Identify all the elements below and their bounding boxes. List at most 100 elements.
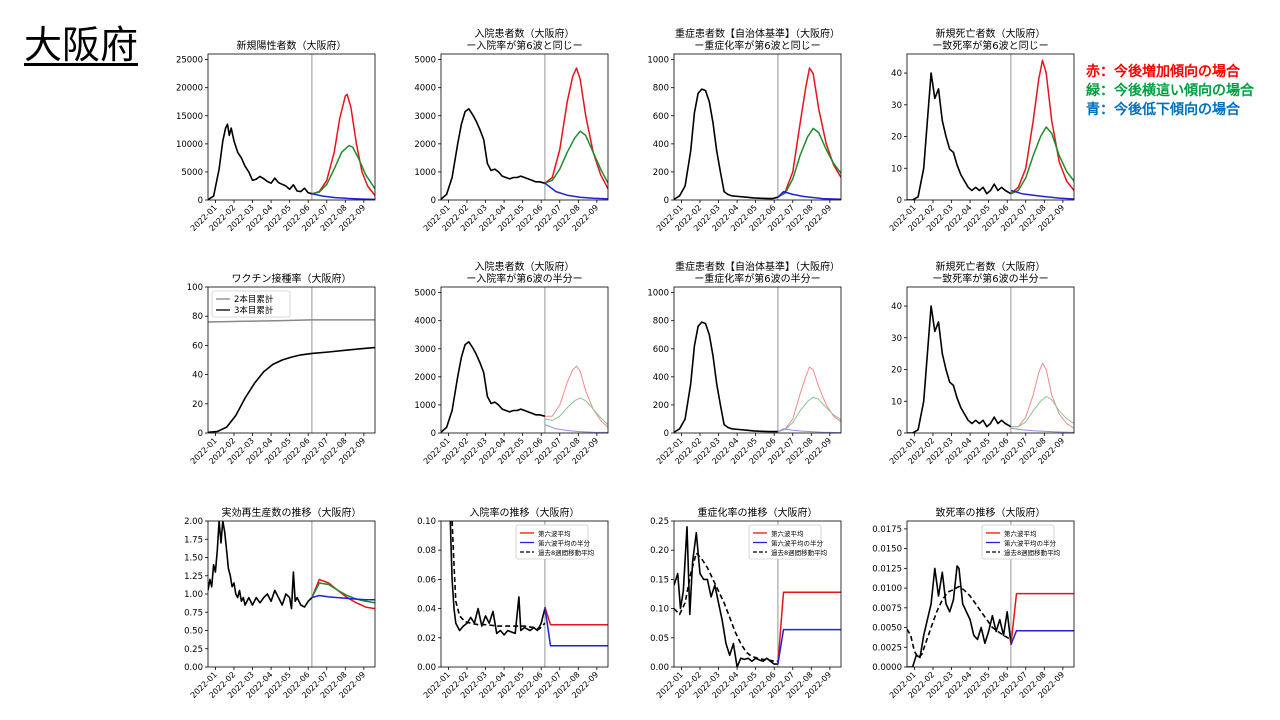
y-tick-label: 20 (192, 400, 203, 410)
series-line-green (311, 144, 375, 195)
chart-title: 入院患者数（大阪府） (475, 260, 575, 273)
series-line-red (311, 93, 375, 196)
y-tick-label: 5000 (414, 289, 436, 299)
y-tick-label: 0.02 (417, 634, 436, 644)
page-title: 大阪府 (24, 23, 139, 67)
y-tick-label: 1.50 (184, 554, 203, 564)
series-group (441, 340, 608, 433)
series-line-red (311, 578, 375, 610)
plot-frame (207, 53, 376, 201)
chart-panel-4: 新規死亡者数（大阪府）ー致死率が第6波と同じー0102030402022-012… (888, 27, 1075, 233)
series-group (441, 67, 608, 200)
chart-panel-8: 新規死亡者数（大阪府）ー致死率が第6波の半分ー0102030402022-012… (888, 260, 1075, 466)
y-tick-label: 0.0000 (872, 663, 902, 673)
plot-frame (673, 520, 842, 668)
chart-title: 新規陽性者数（大阪府） (237, 39, 347, 52)
y-tick-label: 0.10 (650, 605, 669, 615)
legend-label: 過去8週間移動平均 (771, 548, 828, 557)
y-tick-label: 0 (198, 196, 203, 206)
chart-panel-5: ワクチン接種率（大阪府）0204060801002022-012022-0220… (187, 272, 376, 466)
series-line-gray (208, 319, 375, 323)
series-line-blue (1010, 189, 1074, 200)
y-tick-label: 0 (664, 429, 669, 439)
legend-red-note: 赤：今後増加傾向の場合 (1086, 64, 1240, 80)
y-tick-label: 100 (187, 283, 203, 293)
series-line-black-dashed (451, 521, 546, 630)
y-tick-label: 0.20 (650, 546, 669, 556)
y-tick-label: 0.05 (650, 634, 669, 644)
y-tick-label: 0.00 (417, 663, 436, 673)
plot-frame (440, 520, 609, 668)
chart-title: 重症患者数【自治体基準】（大阪府） (675, 27, 840, 40)
y-tick-label: 0 (431, 429, 436, 439)
series-line-green (1010, 126, 1074, 195)
series-group (208, 521, 375, 610)
y-tick-label: 0.0125 (872, 564, 902, 574)
y-tick-label: 600 (653, 345, 669, 355)
series-line-black (208, 521, 313, 610)
plot-frame (440, 53, 609, 201)
series-line-black (674, 88, 779, 200)
chart-title: 実効再生産数の推移（大阪府） (222, 506, 362, 519)
y-tick-label: 1000 (414, 401, 436, 411)
y-tick-label: 1.75 (184, 535, 203, 545)
series-line-black (907, 565, 1012, 667)
y-tick-label: 30 (891, 101, 902, 111)
y-tick-label: 0 (897, 196, 902, 206)
series-line-black (674, 525, 778, 667)
y-tick-label: 0 (431, 196, 436, 206)
y-tick-label: 0 (198, 429, 203, 439)
legend-green-note: 緑：今後横這い傾向の場合 (1086, 83, 1254, 99)
y-tick-label: 1000 (414, 168, 436, 178)
y-tick-label: 0 (664, 196, 669, 206)
y-tick-label: 2000 (414, 140, 436, 150)
series-line-blue (777, 190, 841, 200)
series-line-black (449, 521, 546, 636)
series-line-red (1010, 59, 1074, 195)
y-tick-label: 200 (653, 168, 669, 178)
y-tick-label: 0.06 (417, 575, 436, 585)
y-tick-label: 10 (891, 164, 902, 174)
y-tick-label: 800 (653, 317, 669, 327)
series-line-red (544, 365, 608, 428)
y-tick-label: 0.00 (184, 663, 203, 673)
y-tick-label: 0.04 (417, 605, 436, 615)
series-line-green (777, 127, 841, 198)
series-line-red (544, 606, 608, 626)
y-tick-label: 2000 (414, 373, 436, 383)
chart-panel-2: 入院患者数（大阪府）ー入院率が第6波と同じー 0 1000 2000 3000 4000 5… (414, 27, 609, 233)
y-tick-label: 0.0100 (872, 584, 902, 594)
series-line-green (777, 396, 841, 433)
chart-title: 重症患者数【自治体基準】（大阪府） (675, 260, 840, 273)
plot-frame (673, 53, 842, 201)
legend-box (211, 290, 291, 318)
y-tick-label: 20 (891, 133, 902, 143)
y-tick-label: 600 (653, 112, 669, 122)
series-line-blue (544, 182, 608, 200)
y-tick-label: 0.00 (650, 663, 669, 673)
series-line-black (674, 321, 778, 433)
y-tick-label: 0.0075 (872, 604, 902, 614)
series-line-red (777, 591, 841, 665)
chart-panel-6: 入院患者数（大阪府）ー入院率が第6波の半分ー 0 1000 2000 3000 4000 5… (414, 260, 609, 466)
plot-frame (906, 286, 1075, 434)
plot-frame (906, 520, 1075, 668)
y-tick-label: 4000 (414, 317, 436, 327)
legend-label: 第六波平均 (538, 529, 571, 538)
plot-frame (207, 520, 376, 668)
series-group (674, 525, 841, 667)
y-tick-label: 1000 (647, 56, 669, 66)
series-line-blue (777, 428, 841, 433)
y-tick-label: 4000 (414, 84, 436, 94)
chart-title: 重症化率の推移（大阪府） (698, 506, 818, 519)
chart-subtitle: ー重症化率が第6波と同じー (694, 39, 820, 52)
series-line-blue (311, 193, 375, 200)
y-tick-label: 0.0150 (872, 545, 902, 555)
y-tick-label: 0.0175 (872, 525, 902, 535)
legend-label: 第六波平均の半分 (771, 539, 824, 548)
y-tick-label: 400 (653, 373, 669, 383)
y-tick-label: 1.00 (184, 590, 203, 600)
series-group (208, 319, 375, 433)
y-tick-label: 800 (653, 84, 669, 94)
y-tick-label: 0 (897, 429, 902, 439)
